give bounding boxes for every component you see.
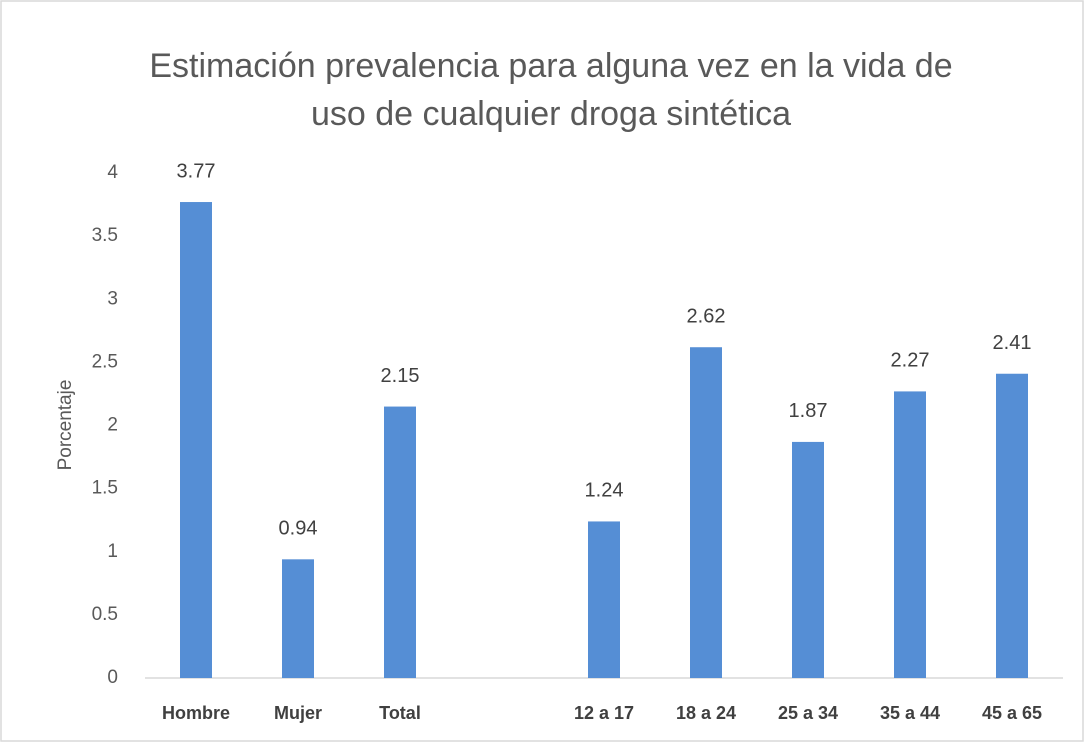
data-label: 2.15: [381, 365, 420, 387]
y-tick-label: 2.5: [92, 351, 118, 372]
x-tick-label: Hombre: [162, 703, 230, 723]
y-tick-label: 4: [107, 162, 118, 183]
data-label: 2.41: [993, 332, 1032, 354]
data-label: 1.24: [585, 480, 624, 502]
bar: [894, 391, 926, 678]
x-tick-label: 45 a 65: [982, 703, 1042, 723]
x-tick-label: 12 a 17: [574, 703, 634, 723]
bar: [792, 441, 824, 678]
bar: [180, 202, 212, 678]
chart-title: uso de cualquier droga sintética: [311, 95, 791, 133]
y-axis-label: Porcentaje: [55, 380, 76, 471]
x-tick-label: Total: [379, 703, 421, 723]
data-label: 1.87: [789, 400, 828, 422]
y-tick-label: 0: [107, 667, 118, 688]
data-label: 3.77: [177, 160, 216, 182]
bar: [996, 373, 1028, 678]
y-tick-label: 3: [107, 288, 118, 309]
bar: [282, 559, 314, 678]
bar: [384, 406, 416, 678]
y-tick-label: 1: [107, 541, 118, 562]
data-label: 0.94: [279, 518, 318, 540]
bar: [588, 521, 620, 678]
x-tick-label: Mujer: [274, 703, 322, 723]
chart-title: Estimación prevalencia para alguna vez e…: [149, 47, 952, 85]
bar: [690, 347, 722, 678]
x-tick-label: 35 a 44: [880, 703, 940, 723]
x-tick-label: 25 a 34: [778, 703, 838, 723]
y-tick-label: 1.5: [92, 478, 118, 499]
data-label: 2.27: [891, 350, 930, 372]
data-label: 2.62: [687, 306, 726, 328]
x-tick-label: 18 a 24: [676, 703, 736, 723]
y-tick-label: 2: [107, 415, 118, 436]
y-tick-label: 0.5: [92, 604, 118, 625]
y-tick-label: 3.5: [92, 225, 118, 246]
